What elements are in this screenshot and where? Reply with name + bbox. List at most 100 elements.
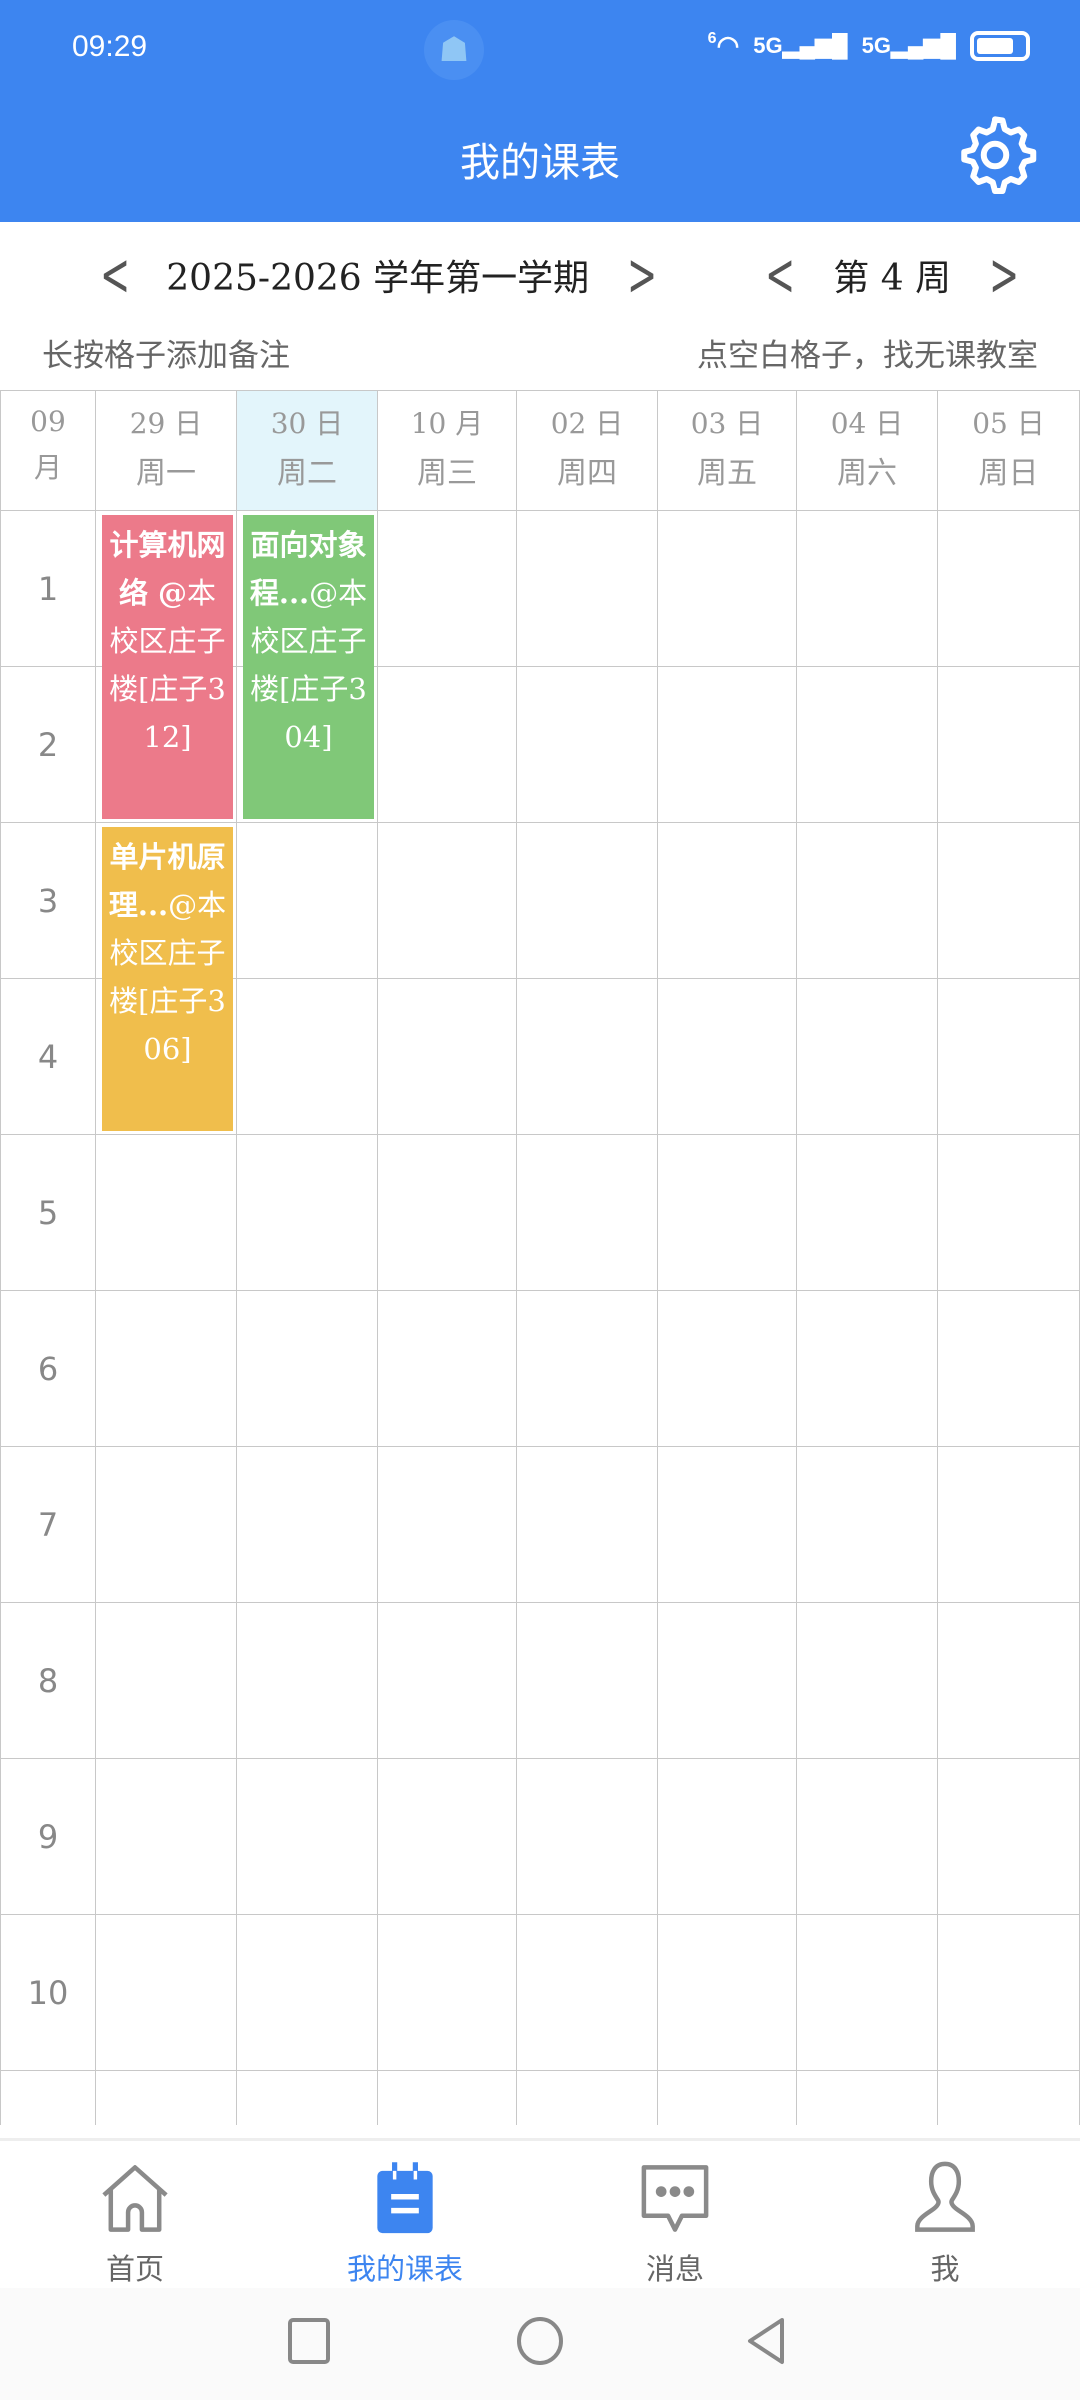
next-week-button[interactable]: > xyxy=(989,240,1020,310)
timetable-cell[interactable] xyxy=(517,667,658,823)
day-header: 02 日周四 xyxy=(517,390,658,511)
timetable-cell[interactable] xyxy=(797,667,938,823)
timetable-cell[interactable] xyxy=(237,823,378,979)
timetable-cell[interactable] xyxy=(658,1603,797,1759)
timetable-cell[interactable] xyxy=(658,979,797,1135)
timetable-cell[interactable] xyxy=(658,2071,797,2125)
timetable-cell[interactable] xyxy=(658,1759,797,1915)
page-title: 我的课表 xyxy=(460,140,620,186)
timetable-cell[interactable] xyxy=(797,1447,938,1603)
timetable-cell[interactable] xyxy=(797,511,938,667)
timetable-cell[interactable] xyxy=(938,1291,1080,1447)
timetable-cell[interactable] xyxy=(378,1447,517,1603)
timetable-cell[interactable] xyxy=(378,1291,517,1447)
recent-apps-button[interactable] xyxy=(286,2316,332,2366)
timetable-cell[interactable] xyxy=(237,1603,378,1759)
course-block[interactable]: 单片机原理...@本校区庄子楼[庄子306] xyxy=(102,827,233,1131)
timetable-cell[interactable] xyxy=(658,511,797,667)
timetable-cell[interactable] xyxy=(378,1759,517,1915)
day-date: 02 日 xyxy=(550,407,624,440)
timetable-cell[interactable] xyxy=(938,511,1080,667)
timetable-cell[interactable] xyxy=(237,1135,378,1291)
home-button[interactable] xyxy=(515,2316,565,2366)
course-block[interactable]: 计算机网络 @本校区庄子楼[庄子312] xyxy=(102,515,233,819)
course-location: 本校区庄子楼[庄子312] xyxy=(109,576,226,754)
timetable-cell[interactable] xyxy=(378,1135,517,1291)
prev-week-button[interactable]: < xyxy=(765,240,796,310)
course-block[interactable]: 面向对象程...@本校区庄子楼[庄子304] xyxy=(243,515,374,819)
period-number: 5 xyxy=(0,1135,96,1291)
timetable-cell[interactable] xyxy=(378,823,517,979)
timetable-cell[interactable] xyxy=(517,511,658,667)
timetable-cell[interactable] xyxy=(378,511,517,667)
timetable-cell[interactable] xyxy=(797,1135,938,1291)
timetable-cell[interactable] xyxy=(938,1447,1080,1603)
timetable-cell[interactable] xyxy=(938,823,1080,979)
timetable-cell[interactable] xyxy=(96,2071,237,2125)
timetable-cell[interactable] xyxy=(237,1759,378,1915)
term-label: 2025-2026 学年第一学期 xyxy=(166,258,590,299)
timetable-cell[interactable] xyxy=(658,823,797,979)
timetable-cell[interactable] xyxy=(517,1447,658,1603)
timetable-cell[interactable] xyxy=(96,1291,237,1447)
gear-icon[interactable] xyxy=(950,110,1040,200)
timetable-cell[interactable] xyxy=(938,1759,1080,1915)
timetable-cell[interactable] xyxy=(96,1759,237,1915)
timetable-cell[interactable] xyxy=(797,1291,938,1447)
course-location: @本校区庄子楼[庄子304] xyxy=(250,576,368,754)
period-number: 7 xyxy=(0,1447,96,1603)
timetable-cell[interactable] xyxy=(938,1603,1080,1759)
timetable-cell[interactable] xyxy=(237,1915,378,2071)
timetable-cell[interactable] xyxy=(378,1603,517,1759)
timetable-cell[interactable] xyxy=(237,2071,378,2125)
timetable-cell[interactable] xyxy=(517,1759,658,1915)
timetable-cell[interactable] xyxy=(237,1291,378,1447)
timetable-cell[interactable] xyxy=(797,1915,938,2071)
timetable-cell[interactable] xyxy=(96,979,237,1135)
timetable-cell[interactable] xyxy=(938,1135,1080,1291)
timetable-cell[interactable] xyxy=(938,979,1080,1135)
timetable-cell[interactable] xyxy=(237,1447,378,1603)
timetable-cell[interactable] xyxy=(237,979,378,1135)
back-button[interactable] xyxy=(744,2316,788,2366)
timetable-cell[interactable] xyxy=(517,1291,658,1447)
timetable-cell[interactable] xyxy=(96,1135,237,1291)
tab-home[interactable]: 首页 xyxy=(0,2141,270,2288)
timetable-cell[interactable] xyxy=(797,1759,938,1915)
timetable-cell[interactable] xyxy=(797,823,938,979)
tab-me[interactable]: 我 xyxy=(810,2141,1080,2288)
timetable-cell[interactable] xyxy=(237,667,378,823)
timetable-cell[interactable] xyxy=(517,2071,658,2125)
day-weekday: 周一 xyxy=(136,456,196,491)
timetable-cell[interactable] xyxy=(938,667,1080,823)
timetable-cell[interactable] xyxy=(517,1135,658,1291)
timetable-cell[interactable] xyxy=(658,667,797,823)
timetable-cell[interactable] xyxy=(96,1603,237,1759)
timetable-cell[interactable] xyxy=(938,1915,1080,2071)
timetable-cell[interactable] xyxy=(96,1447,237,1603)
next-term-button[interactable]: > xyxy=(627,240,658,310)
timetable-cell[interactable] xyxy=(96,1915,237,2071)
timetable-cell[interactable] xyxy=(378,979,517,1135)
timetable-cell[interactable] xyxy=(797,979,938,1135)
timetable-cell[interactable] xyxy=(658,1915,797,2071)
system-nav-bar xyxy=(0,2288,1080,2400)
month-label: 09 月 xyxy=(0,390,96,511)
prev-term-button[interactable]: < xyxy=(100,240,131,310)
timetable-cell[interactable] xyxy=(378,667,517,823)
tab-schedule[interactable]: 我的课表 xyxy=(270,2141,540,2288)
timetable-cell[interactable] xyxy=(658,1135,797,1291)
timetable-cell[interactable] xyxy=(378,2071,517,2125)
timetable-cell[interactable] xyxy=(797,2071,938,2125)
timetable-cell[interactable] xyxy=(517,823,658,979)
timetable-cell[interactable] xyxy=(658,1291,797,1447)
timetable-cell[interactable] xyxy=(517,1603,658,1759)
timetable-cell[interactable] xyxy=(96,667,237,823)
timetable-cell[interactable] xyxy=(797,1603,938,1759)
tab-messages[interactable]: 消息 xyxy=(540,2141,810,2288)
timetable-cell[interactable] xyxy=(658,1447,797,1603)
timetable-cell[interactable] xyxy=(517,979,658,1135)
timetable-cell[interactable] xyxy=(517,1915,658,2071)
timetable-cell[interactable] xyxy=(938,2071,1080,2125)
timetable-cell[interactable] xyxy=(378,1915,517,2071)
